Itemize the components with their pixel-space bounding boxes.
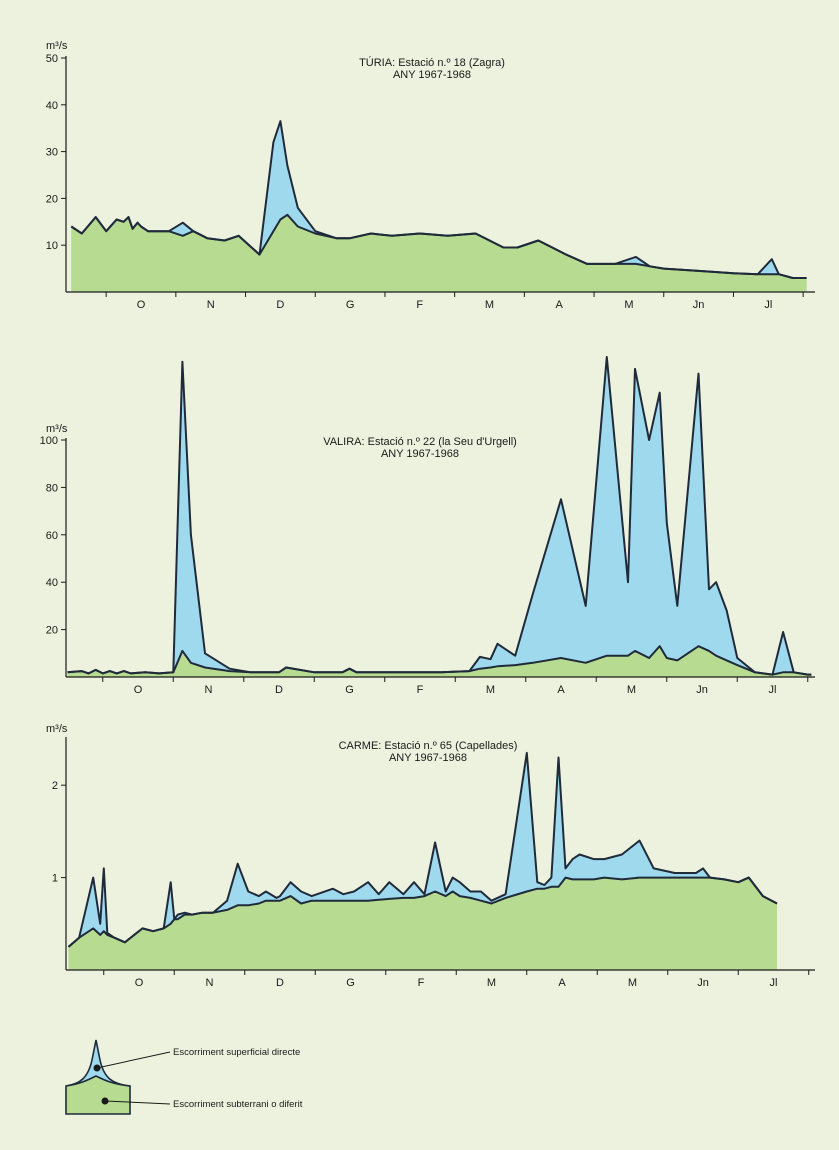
legend: Escorriment superficial directe Escorrim… bbox=[65, 1039, 303, 1115]
carme-ytick-label: 2 bbox=[52, 780, 58, 792]
carme-month-label: Jn bbox=[697, 977, 709, 989]
valira-month-label: O bbox=[134, 684, 143, 696]
valira-total-line bbox=[67, 356, 812, 676]
turia-ylabel: m³/s bbox=[46, 40, 68, 52]
valira-ytick-label: 80 bbox=[46, 482, 58, 494]
turia-chart: m³/s TÚRIA: Estació n.º 18 (Zagra) ANY 1… bbox=[46, 40, 815, 311]
carme-subtitle: ANY 1967-1968 bbox=[389, 752, 467, 764]
carme-month-label: M bbox=[487, 977, 496, 989]
carme-month-label: M bbox=[628, 977, 637, 989]
carme-title: CARME: Estació n.º 65 (Capellades) bbox=[339, 740, 518, 752]
carme-total-line bbox=[67, 751, 778, 948]
carme-month-label: A bbox=[558, 977, 566, 989]
legend-base-leader bbox=[104, 1100, 171, 1105]
valira-month-label: G bbox=[345, 684, 354, 696]
turia-month-label: O bbox=[137, 299, 146, 311]
carme-month-label: F bbox=[418, 977, 425, 989]
turia-month-label: G bbox=[346, 299, 355, 311]
valira-ytick-label: 100 bbox=[40, 435, 58, 447]
turia-month-label: N bbox=[207, 299, 215, 311]
valira-ylabel: m³/s bbox=[46, 423, 68, 435]
valira-title: VALIRA: Estació n.º 22 (la Seu d'Urgell) bbox=[323, 436, 517, 448]
valira-month-label: Jn bbox=[696, 684, 708, 696]
legend-base-label: Escorriment subterrani o diferit bbox=[173, 1099, 303, 1110]
valira-ytick-label: 60 bbox=[46, 530, 58, 542]
valira-month-label: A bbox=[557, 684, 565, 696]
turia-title: TÚRIA: Estació n.º 18 (Zagra) bbox=[359, 56, 505, 69]
carme-month-label: O bbox=[135, 977, 144, 989]
valira-subtitle: ANY 1967-1968 bbox=[381, 448, 459, 460]
carme-month-label: Jl bbox=[770, 977, 778, 989]
valira-base-area bbox=[67, 646, 812, 677]
turia-subtitle: ANY 1967-1968 bbox=[393, 69, 471, 81]
legend-base-swatch bbox=[65, 1075, 131, 1115]
carme-ytick-label: 1 bbox=[52, 873, 58, 885]
turia-total-line bbox=[70, 120, 807, 279]
turia-month-label: M bbox=[624, 299, 633, 311]
turia-ytick-label: 40 bbox=[46, 100, 58, 112]
valira-chart: m³/s VALIRA: Estació n.º 22 (la Seu d'Ur… bbox=[40, 356, 815, 696]
turia-month-label: Jn bbox=[693, 299, 705, 311]
carme-base-line bbox=[67, 876, 778, 948]
turia-month-label: D bbox=[276, 299, 284, 311]
valira-month-label: M bbox=[627, 684, 636, 696]
turia-month-label: Jl bbox=[764, 299, 772, 311]
turia-month-label: A bbox=[556, 299, 564, 311]
carme-month-label: N bbox=[206, 977, 214, 989]
valira-month-label: N bbox=[205, 684, 213, 696]
valira-ytick-label: 40 bbox=[46, 577, 58, 589]
turia-ytick-label: 20 bbox=[46, 193, 58, 205]
valira-month-label: D bbox=[275, 684, 283, 696]
carme-month-label: G bbox=[346, 977, 355, 989]
turia-month-label: M bbox=[485, 299, 494, 311]
valira-direct-area bbox=[67, 357, 812, 677]
turia-ytick-label: 50 bbox=[46, 53, 58, 65]
valira-month-label: M bbox=[486, 684, 495, 696]
turia-ytick-label: 10 bbox=[46, 240, 58, 252]
valira-ytick-label: 20 bbox=[46, 625, 58, 637]
valira-month-label: F bbox=[417, 684, 424, 696]
carme-month-label: D bbox=[276, 977, 284, 989]
turia-month-label: F bbox=[416, 299, 423, 311]
carme-ylabel: m³/s bbox=[46, 723, 68, 735]
legend-direct-label: Escorriment superficial directe bbox=[173, 1047, 300, 1058]
carme-chart: m³/s CARME: Estació n.º 65 (Capellades) … bbox=[46, 723, 815, 989]
carme-base-area bbox=[68, 877, 777, 970]
turia-ytick-label: 30 bbox=[46, 147, 58, 159]
turia-base-area bbox=[71, 214, 807, 292]
valira-month-label: Jl bbox=[769, 684, 777, 696]
legend-direct-leader bbox=[96, 1051, 171, 1069]
